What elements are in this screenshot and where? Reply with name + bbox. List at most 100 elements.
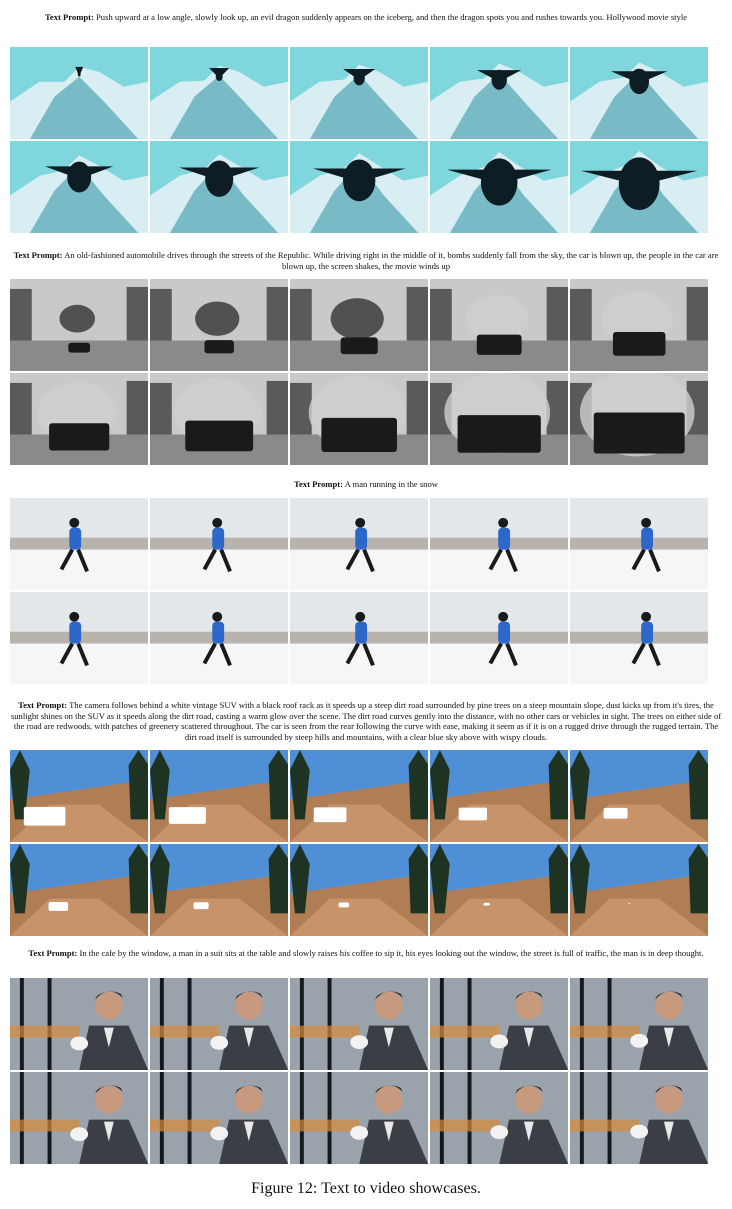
video-frame bbox=[289, 591, 429, 684]
prompt-body-2: An old-fashioned automobile drives throu… bbox=[64, 250, 719, 271]
video-frame-image bbox=[149, 978, 289, 1071]
video-frame-image bbox=[429, 47, 569, 140]
prompt-text-1: Text Prompt: Push upward at a low angle,… bbox=[10, 12, 722, 23]
prompt-label-4: Text Prompt: bbox=[18, 700, 68, 710]
video-frame bbox=[429, 498, 569, 591]
video-frame bbox=[10, 140, 149, 233]
video-frame-image bbox=[289, 591, 429, 684]
video-frame bbox=[10, 498, 149, 591]
video-frame bbox=[569, 591, 708, 684]
video-frame bbox=[149, 591, 289, 684]
video-frame-image bbox=[149, 750, 289, 843]
video-frame-image bbox=[569, 750, 708, 843]
video-frame bbox=[10, 279, 149, 372]
video-frame bbox=[10, 47, 149, 140]
video-frame-image bbox=[289, 47, 429, 140]
video-frame bbox=[569, 978, 708, 1071]
video-frame-image bbox=[289, 978, 429, 1071]
video-frame-image bbox=[429, 140, 569, 233]
video-frame bbox=[569, 140, 708, 233]
video-frame-image bbox=[10, 1071, 149, 1164]
video-frame-image bbox=[569, 372, 708, 465]
video-frame bbox=[149, 498, 289, 591]
video-frame-image bbox=[429, 498, 569, 591]
frame-grid-4 bbox=[10, 750, 708, 936]
video-frame bbox=[289, 279, 429, 372]
video-frame-image bbox=[289, 1071, 429, 1164]
video-frame-image bbox=[149, 279, 289, 372]
prompt-body-1: Push upward at a low angle, slowly look … bbox=[96, 12, 688, 22]
video-frame bbox=[289, 372, 429, 465]
prompt-text-4: Text Prompt: The camera follows behind a… bbox=[10, 700, 722, 742]
video-frame bbox=[429, 843, 569, 936]
prompt-label-3: Text Prompt: bbox=[294, 479, 343, 489]
frame-grid-1 bbox=[10, 47, 708, 233]
video-frame-image bbox=[149, 140, 289, 233]
video-frame bbox=[429, 372, 569, 465]
video-frame bbox=[429, 279, 569, 372]
video-frame bbox=[569, 750, 708, 843]
video-frame-image bbox=[289, 140, 429, 233]
video-frame-image bbox=[10, 843, 149, 936]
video-frame-image bbox=[149, 498, 289, 591]
video-frame bbox=[429, 750, 569, 843]
prompt-text-2: Text Prompt: An old-fashioned automobile… bbox=[10, 250, 722, 271]
video-frame bbox=[149, 1071, 289, 1164]
prompt-text-5: Text Prompt: In the cafe by the window, … bbox=[10, 948, 722, 959]
video-frame-image bbox=[429, 279, 569, 372]
figure-caption: Figure 12: Text to video showcases. bbox=[251, 1180, 481, 1197]
video-frame-image bbox=[569, 140, 708, 233]
video-frame bbox=[289, 1071, 429, 1164]
video-frame bbox=[429, 140, 569, 233]
video-frame bbox=[149, 279, 289, 372]
video-frame bbox=[289, 750, 429, 843]
video-frame bbox=[10, 372, 149, 465]
video-frame-image bbox=[289, 372, 429, 465]
video-frame-image bbox=[10, 498, 149, 591]
prompt-body-5: In the cafe by the window, a man in a su… bbox=[79, 948, 704, 958]
video-frame-image bbox=[429, 750, 569, 843]
video-frame bbox=[10, 591, 149, 684]
video-frame bbox=[289, 978, 429, 1071]
video-frame bbox=[569, 843, 708, 936]
video-frame-image bbox=[569, 843, 708, 936]
video-frame-image bbox=[10, 591, 149, 684]
video-frame bbox=[289, 140, 429, 233]
prompt-text-3: Text Prompt: A man running in the snow bbox=[10, 479, 722, 490]
video-frame-image bbox=[429, 843, 569, 936]
video-frame bbox=[289, 843, 429, 936]
video-frame-image bbox=[429, 1071, 569, 1164]
video-frame-image bbox=[149, 1071, 289, 1164]
video-frame bbox=[149, 372, 289, 465]
video-frame-image bbox=[289, 498, 429, 591]
video-frame-image bbox=[10, 372, 149, 465]
video-frame-image bbox=[10, 47, 149, 140]
video-frame bbox=[149, 978, 289, 1071]
video-frame bbox=[569, 1071, 708, 1164]
video-frame bbox=[429, 978, 569, 1071]
video-frame bbox=[289, 498, 429, 591]
video-frame bbox=[429, 591, 569, 684]
video-frame-image bbox=[10, 279, 149, 372]
video-frame-image bbox=[569, 47, 708, 140]
video-frame-image bbox=[149, 843, 289, 936]
video-frame-image bbox=[429, 372, 569, 465]
video-frame bbox=[149, 843, 289, 936]
video-frame bbox=[149, 140, 289, 233]
prompt-body-4: The camera follows behind a white vintag… bbox=[10, 700, 722, 742]
video-frame bbox=[569, 279, 708, 372]
prompt-body-3: A man running in the snow bbox=[344, 479, 438, 489]
video-frame-image bbox=[429, 978, 569, 1071]
video-frame bbox=[149, 47, 289, 140]
prompt-label-1: Text Prompt: bbox=[44, 12, 94, 22]
video-frame bbox=[569, 47, 708, 140]
video-frame bbox=[429, 1071, 569, 1164]
video-frame-image bbox=[149, 591, 289, 684]
video-frame-image bbox=[10, 140, 149, 233]
video-frame bbox=[10, 978, 149, 1071]
video-frame-image bbox=[569, 1071, 708, 1164]
prompt-label-5: Text Prompt: bbox=[28, 948, 78, 958]
video-frame-image bbox=[149, 372, 289, 465]
frame-grid-5 bbox=[10, 978, 708, 1164]
video-frame-image bbox=[289, 750, 429, 843]
